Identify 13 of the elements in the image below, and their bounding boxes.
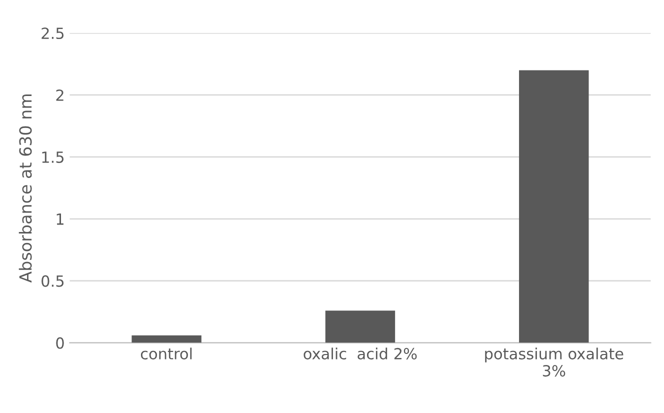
y-tick-label: 2 (56, 89, 64, 101)
y-tick-label: 1.5 (42, 152, 64, 163)
y-tick-label: 0 (56, 337, 64, 349)
y-tick-label: 0.5 (42, 275, 64, 287)
y-tick-label: 1 (56, 214, 64, 225)
x-tick-label: control (140, 348, 192, 360)
y-axis-title: Absorbance at 630 nm (18, 94, 32, 283)
bar (132, 335, 202, 343)
x-tick-label: potassium oxalate 3% (485, 348, 624, 377)
y-tick-label: 2.5 (42, 28, 64, 40)
bar (325, 310, 396, 343)
x-tick-label: oxalic acid 2% (304, 348, 417, 360)
bar (519, 70, 589, 343)
